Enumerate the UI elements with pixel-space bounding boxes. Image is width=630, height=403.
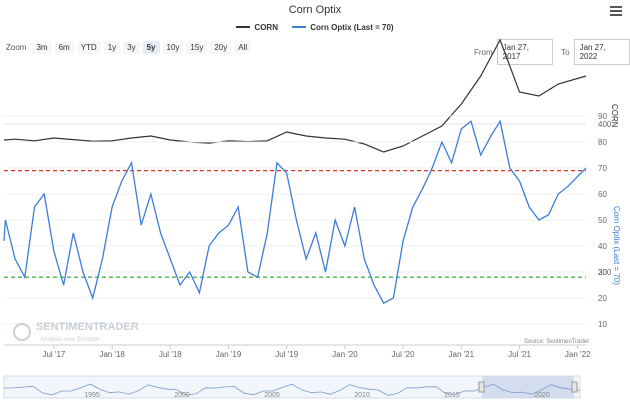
from-label: From xyxy=(474,47,493,57)
legend-item-corn[interactable]: CORN xyxy=(236,23,278,32)
optix-tick-label: 80 xyxy=(598,138,607,147)
optix-tick-label: 70 xyxy=(598,164,607,173)
zoom-15y-button[interactable]: 15y xyxy=(186,41,208,54)
zoom-bar: Zoom 3m 6m YTD 1y 3y 5y 10y 15y 20y All xyxy=(6,41,254,54)
optix-tick-label: 200 xyxy=(598,268,612,277)
x-tick-label: Jan '19 xyxy=(216,350,242,359)
optix-tick-label: 60 xyxy=(598,190,607,199)
from-date-input[interactable]: Jan 27, 2017 xyxy=(496,39,554,65)
zoom-label: Zoom xyxy=(6,43,27,52)
optix-tick-label: 20 xyxy=(598,294,607,303)
corn-series-line xyxy=(3,38,587,153)
navigator-label: 2020 xyxy=(534,392,550,399)
zoom-3m-button[interactable]: 3m xyxy=(32,41,52,54)
x-tick-label: Jul '17 xyxy=(42,350,65,359)
navigator-label: 2000 xyxy=(174,392,190,399)
navigator-label: 2015 xyxy=(444,392,460,399)
watermark-logo-icon xyxy=(13,323,31,341)
legend: CORN Corn Optix (Last = 70) xyxy=(0,21,630,32)
navigator-label: 2010 xyxy=(354,392,370,399)
optix-tick-label: 90 xyxy=(598,112,607,121)
to-date-input[interactable]: Jan 27, 2022 xyxy=(573,39,630,65)
x-tick-label: Jul '21 xyxy=(508,350,531,359)
zoom-10y-button[interactable]: 10y xyxy=(162,41,184,54)
x-tick-label: Jan '20 xyxy=(332,350,358,359)
zoom-1y-button[interactable]: 1y xyxy=(103,41,121,54)
x-tick-label: Jul '18 xyxy=(159,350,182,359)
optix-tick-label: 50 xyxy=(598,216,607,225)
navigator-label: 1995 xyxy=(84,392,100,399)
x-tick-label: Jul '20 xyxy=(392,350,415,359)
zoom-3y-button[interactable]: 3y xyxy=(123,41,140,54)
optix-tick-label: 10 xyxy=(598,320,607,329)
zoom-20y-button[interactable]: 20y xyxy=(210,41,232,54)
optix-tick-label: 30 xyxy=(598,268,607,277)
legend-label-optix: Corn Optix (Last = 70) xyxy=(310,22,394,32)
to-label: To xyxy=(561,47,570,57)
legend-swatch-corn xyxy=(236,26,251,28)
date-range: From Jan 27, 2017 To Jan 27, 2022 xyxy=(474,39,630,65)
navigator-area xyxy=(3,375,581,399)
navigator-label: 2005 xyxy=(264,392,280,399)
legend-item-optix[interactable]: Corn Optix (Last = 70) xyxy=(292,22,394,32)
x-tick-label: Jan '18 xyxy=(99,350,125,359)
zoom-ytd-button[interactable]: YTD xyxy=(76,41,101,54)
zoom-6m-button[interactable]: 6m xyxy=(54,41,74,54)
corn-axis-title: CORN xyxy=(610,104,619,128)
optix-series-line xyxy=(3,119,587,305)
corn-tick-label: 400 xyxy=(598,120,612,129)
chart-title: Corn Optix xyxy=(288,4,342,16)
watermark-tagline: Analysis over Emotion xyxy=(40,337,99,343)
hamburger-menu-icon[interactable] xyxy=(610,4,622,16)
legend-label-corn: CORN xyxy=(254,22,278,32)
source-note: Source: SentimenTrader xyxy=(524,339,589,345)
optix-tick-label: 40 xyxy=(598,242,607,251)
zoom-5y-button[interactable]: 5y xyxy=(142,41,160,54)
x-tick-label: Jan '22 xyxy=(565,350,591,359)
x-tick-label: Jul '19 xyxy=(275,350,298,359)
x-tick-label: Jan '21 xyxy=(449,350,475,359)
navigator-left-handle xyxy=(478,381,485,393)
watermark-brand: SENTIMENTRADER xyxy=(36,321,139,333)
zoom-all-button[interactable]: All xyxy=(234,41,252,54)
navigator-selection xyxy=(482,376,574,398)
legend-swatch-optix xyxy=(292,26,307,28)
navigator-right-handle xyxy=(571,381,578,393)
optix-axis-title: Corn Optix (Last = 70) xyxy=(612,206,621,285)
